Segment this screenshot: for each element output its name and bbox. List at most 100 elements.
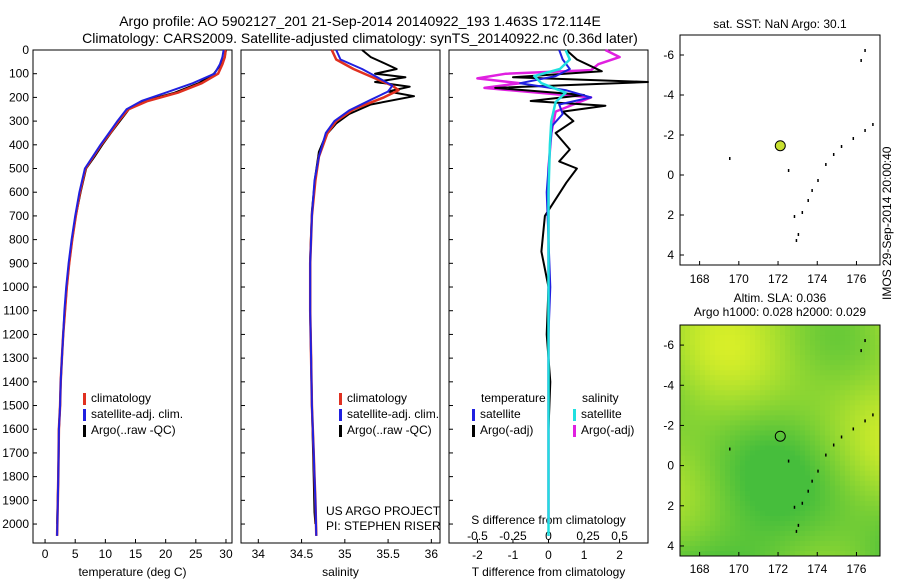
sla-cell bbox=[735, 350, 741, 356]
sla-cell bbox=[680, 460, 686, 467]
sla-cell bbox=[715, 395, 721, 401]
sla-cell bbox=[770, 430, 776, 436]
sla-cell bbox=[695, 370, 701, 376]
sla-cell bbox=[875, 340, 881, 346]
sla-cell bbox=[850, 550, 856, 557]
sla-cell bbox=[845, 370, 851, 376]
sla-cell bbox=[725, 485, 731, 492]
sla-cell bbox=[700, 470, 706, 477]
sla-cell bbox=[835, 440, 841, 447]
sla-cell bbox=[685, 395, 691, 401]
sla-cell bbox=[805, 335, 811, 341]
sla-cell bbox=[875, 430, 881, 436]
sla-cell bbox=[815, 470, 821, 477]
sla-cell bbox=[840, 385, 846, 391]
sla-cell bbox=[795, 495, 801, 502]
sla-cell bbox=[850, 435, 856, 441]
sla-cell bbox=[750, 415, 756, 421]
sla-cell bbox=[720, 490, 726, 497]
sla-cell bbox=[755, 460, 761, 467]
sla-cell bbox=[725, 425, 731, 431]
sla-cell bbox=[825, 425, 831, 431]
sla-cell bbox=[875, 350, 881, 356]
sla-cell bbox=[815, 415, 821, 421]
sla-cell bbox=[680, 510, 686, 517]
sla-cell bbox=[840, 395, 846, 401]
sla-cell bbox=[830, 480, 836, 487]
sla-cell bbox=[785, 530, 791, 537]
sla-cell bbox=[750, 355, 756, 361]
sla-cell bbox=[755, 495, 761, 502]
sla-cell bbox=[720, 435, 726, 441]
sla-cell bbox=[800, 325, 806, 331]
sla-cell bbox=[790, 485, 796, 492]
sla-cell bbox=[860, 415, 866, 421]
sla-cell bbox=[875, 550, 881, 557]
sla-cell bbox=[780, 485, 786, 492]
sla-cell bbox=[875, 375, 881, 381]
sla-cell bbox=[760, 425, 766, 431]
sla-cell bbox=[875, 530, 881, 537]
sla-cell bbox=[865, 400, 871, 406]
sla-cell bbox=[860, 355, 866, 361]
sla-cell bbox=[805, 400, 811, 406]
sla-cell bbox=[715, 510, 721, 517]
sla-cell bbox=[805, 380, 811, 386]
sla-cell bbox=[735, 535, 741, 542]
sla-cell bbox=[755, 440, 761, 447]
sla-cell bbox=[855, 470, 861, 477]
sla-cell bbox=[870, 470, 876, 477]
sla-cell bbox=[875, 380, 881, 386]
depth-ticklabel: 100 bbox=[9, 67, 29, 81]
sla-cell bbox=[850, 375, 856, 381]
sla-cell bbox=[680, 500, 686, 507]
sla-cell bbox=[685, 480, 691, 487]
sla-cell bbox=[690, 370, 696, 376]
sla-cell bbox=[845, 455, 851, 462]
sla-cell bbox=[825, 435, 831, 441]
sla-cell bbox=[690, 540, 696, 547]
sla-cell bbox=[815, 405, 821, 411]
sla-cell bbox=[850, 480, 856, 487]
sla-cell bbox=[750, 445, 756, 452]
sla-cell bbox=[695, 335, 701, 341]
sla-cell bbox=[775, 445, 781, 452]
sla-cell bbox=[780, 330, 786, 336]
sla-cell bbox=[745, 440, 751, 447]
sla-cell bbox=[680, 415, 686, 421]
sla-cell bbox=[725, 505, 731, 512]
sla-cell bbox=[775, 355, 781, 361]
sla-cell bbox=[700, 545, 706, 552]
sla-cell bbox=[805, 355, 811, 361]
sla-cell bbox=[720, 485, 726, 492]
sla-cell bbox=[785, 445, 791, 452]
sla-cell bbox=[720, 455, 726, 462]
sla-cell bbox=[870, 510, 876, 517]
sla-cell bbox=[685, 465, 691, 472]
sla-cell bbox=[835, 455, 841, 462]
sla-cell bbox=[770, 345, 776, 351]
sla-cell bbox=[840, 460, 846, 467]
sla-cell bbox=[795, 540, 801, 547]
sla-cell bbox=[755, 530, 761, 537]
sla-cell bbox=[760, 480, 766, 487]
sla-cell bbox=[680, 350, 686, 356]
temperature-axis-ticklabel: 25 bbox=[189, 547, 203, 561]
sla-cell bbox=[870, 430, 876, 436]
sla-cell bbox=[865, 335, 871, 341]
sla-cell bbox=[870, 465, 876, 472]
sla-cell bbox=[760, 365, 766, 371]
sla-cell bbox=[855, 495, 861, 502]
sla-cell bbox=[730, 385, 736, 391]
sla-cell bbox=[870, 400, 876, 406]
sla-cell bbox=[865, 475, 871, 482]
sla-cell bbox=[825, 500, 831, 507]
sla-cell bbox=[840, 345, 846, 351]
sla-cell bbox=[830, 390, 836, 396]
salinity-legend-label: Argo(..raw -QC) bbox=[347, 423, 432, 437]
sla-cell bbox=[865, 500, 871, 507]
sla-cell bbox=[785, 525, 791, 532]
sla-cell bbox=[780, 385, 786, 391]
sla-cell bbox=[680, 400, 686, 406]
sla-cell bbox=[690, 500, 696, 507]
